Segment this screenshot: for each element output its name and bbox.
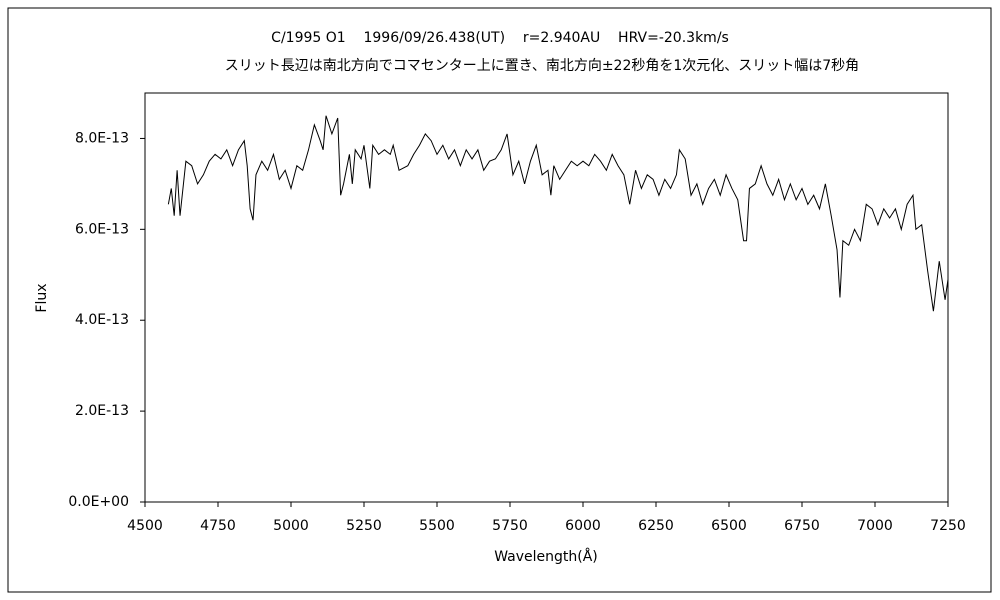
- x-axis-label: Wavelength(Å): [494, 548, 598, 565]
- x-tick-label: 5250: [346, 518, 382, 534]
- x-tick-label: 4750: [200, 518, 236, 534]
- chart-title: C/1995 O1 1996/09/26.438(UT) r=2.940AU H…: [271, 30, 729, 46]
- y-tick-label: 0.0E+00: [68, 494, 129, 510]
- x-tick-label: 6250: [638, 518, 674, 534]
- x-tick-label: 5750: [492, 518, 528, 534]
- plot-area: [144, 92, 949, 503]
- x-tick-label: 6500: [711, 518, 747, 534]
- x-tick-label: 5000: [273, 518, 309, 534]
- x-tick-label: 4500: [127, 518, 163, 534]
- chart-subtitle: スリット長辺は南北方向でコマセンター上に置き、南北方向±22秒角を1次元化、スリ…: [225, 58, 859, 74]
- y-tick-label: 8.0E-13: [75, 130, 129, 146]
- x-tick-label: 7000: [857, 518, 893, 534]
- y-axis-label: Flux: [34, 283, 50, 312]
- x-tick-label: 6750: [784, 518, 820, 534]
- y-tick-label: 4.0E-13: [75, 312, 129, 328]
- y-tick-label: 2.0E-13: [75, 403, 129, 419]
- x-tick-label: 6000: [565, 518, 601, 534]
- spectrum-line: [167, 115, 949, 312]
- x-tick-label: 5500: [419, 518, 455, 534]
- x-tick-label: 7250: [930, 518, 966, 534]
- y-tick-label: 6.0E-13: [75, 221, 129, 237]
